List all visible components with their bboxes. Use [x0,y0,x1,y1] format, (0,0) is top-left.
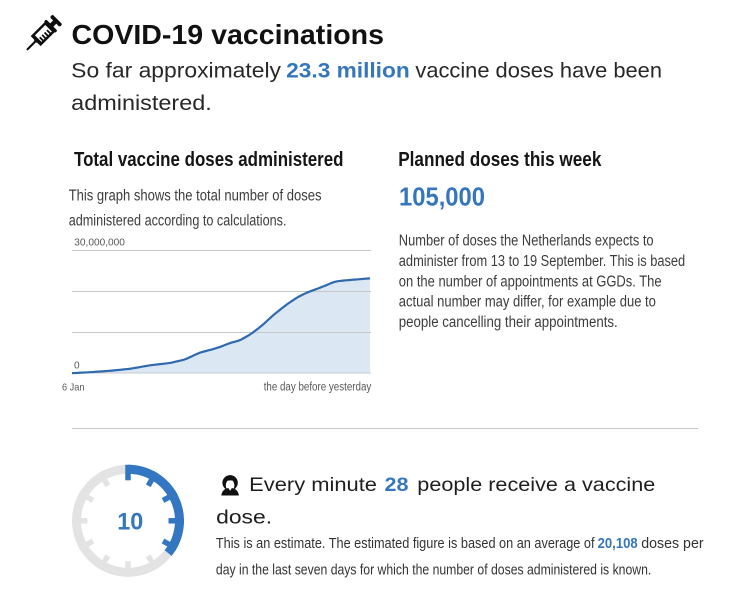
svg-text:23.3 million: 23.3 million [286,60,410,83]
svg-text:Every minute: Every minute [249,474,377,496]
svg-text:people receive a vaccine: people receive a vaccine [417,474,655,496]
svg-text:administered according to calc: administered according to calculations. [69,213,287,230]
svg-text:28: 28 [385,474,409,496]
svg-text:So far approximately: So far approximately [71,60,281,83]
svg-text:30,000,000: 30,000,000 [74,238,125,249]
svg-text:This is an estimate. The estim: This is an estimate. The estimated figur… [216,536,595,552]
svg-text:the day before yesterday: the day before yesterday [264,382,372,394]
svg-text:day in the last seven days for: day in the last seven days for which the… [216,562,651,578]
svg-text:actual number may differ, for: actual number may differ, for example du… [399,294,656,311]
svg-text:vaccine doses have been: vaccine doses have been [415,60,662,83]
svg-text:This graph shows the total num: This graph shows the total number of dos… [69,188,322,205]
svg-text:0: 0 [74,361,80,372]
svg-text:10: 10 [117,509,143,536]
svg-text:administer from 13 to 19 Septe: administer from 13 to 19 September. This… [399,253,685,270]
svg-text:administered.: administered. [71,92,212,115]
svg-text:Total vaccine doses administer: Total vaccine doses administered [74,149,344,171]
svg-text:Planned doses this week: Planned doses this week [398,149,602,171]
svg-text:dose.: dose. [216,506,272,528]
svg-text:105,000: 105,000 [399,182,485,212]
svg-text:Number of doses the Netherland: Number of doses the Netherlands expects … [399,233,654,250]
svg-text:6 Jan: 6 Jan [62,382,85,394]
svg-text:doses per: doses per [641,536,704,552]
svg-text:COVID-19 vaccinations: COVID-19 vaccinations [72,19,385,50]
svg-text:people cancelling their appoin: people cancelling their appointments. [399,314,618,331]
svg-text:20,108: 20,108 [598,536,638,552]
svg-text:on the number of appointments: on the number of appointments at GGDs. T… [399,273,662,290]
